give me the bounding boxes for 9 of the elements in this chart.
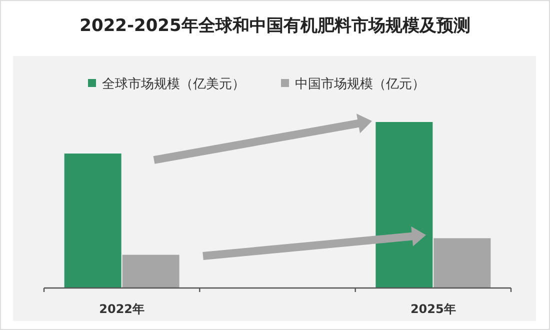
bar	[434, 238, 491, 288]
x-tick-label: 2025年	[410, 302, 456, 316]
bar	[64, 154, 122, 288]
bar	[376, 122, 433, 288]
x-tick-label: 2022年	[99, 302, 145, 316]
legend-label: 全球市场规模（亿美元）	[102, 76, 245, 92]
chart-title: 2022-2025年全球和中国有机肥料市场规模及预测	[80, 16, 470, 36]
legend-label: 中国市场规模（亿元）	[295, 77, 425, 92]
bar	[122, 254, 180, 288]
